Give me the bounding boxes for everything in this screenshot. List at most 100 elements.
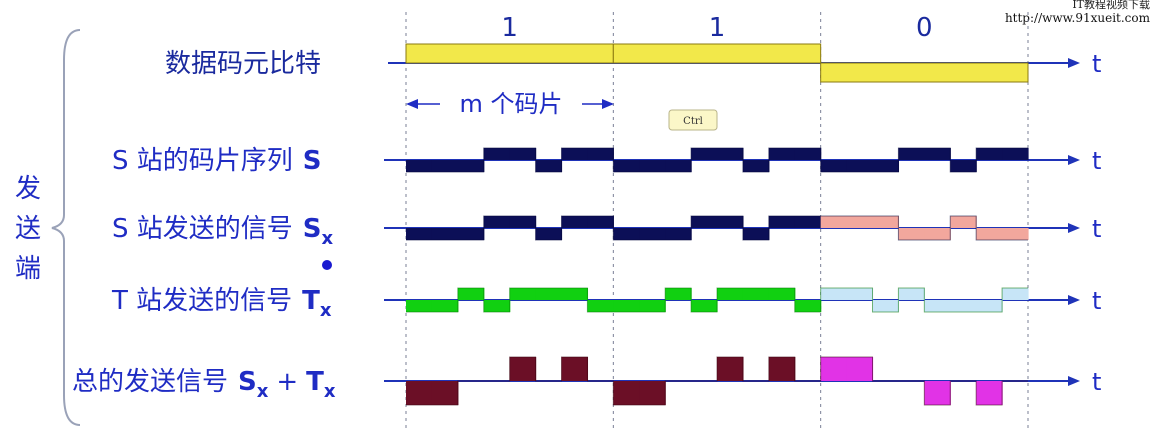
chip-s-seq-6 (535, 160, 563, 172)
chip-t-signal-4 (483, 300, 511, 312)
chip-s-seq-9 (613, 160, 640, 172)
chip-s-signal-13 (717, 216, 744, 228)
axis-t-label: t (1092, 368, 1101, 396)
row-symbol: T (302, 286, 320, 316)
row-symbol: S (303, 214, 322, 244)
row-label-sum-signal: 总的发送信号 Sx + Tx (72, 367, 336, 402)
chip-s-signal-23 (976, 228, 1003, 240)
axis-t-label: t (1092, 215, 1101, 243)
chip-t-signal-3 (457, 288, 485, 300)
row-symbol: S (238, 367, 257, 397)
chip-t-signal-24 (1002, 288, 1029, 300)
chip-s-seq-17 (820, 160, 848, 172)
row-plus: + (276, 367, 298, 397)
chip-sum-signal-7 (561, 357, 589, 381)
chip-s-seq-3 (457, 160, 485, 172)
chip-s-seq-20 (898, 148, 925, 160)
section-label-char-1: 发 (15, 174, 41, 204)
bit-value-2: 1 (709, 13, 726, 43)
chip-s-signal-2 (431, 228, 459, 240)
chip-s-signal-1 (406, 228, 433, 240)
row-label-text: 数据码元比特 (165, 49, 321, 79)
chip-s-signal-24 (1002, 228, 1029, 240)
row-label-data: 数据码元比特 (165, 49, 321, 79)
chip-t-signal-11 (665, 288, 692, 300)
chip-s-signal-5 (509, 216, 537, 228)
ctrl-badge-box (668, 109, 718, 131)
ctrl-badge-text: Ctrl (683, 116, 703, 127)
row-symbol-2: T (306, 367, 324, 397)
chip-s-seq-22 (950, 160, 977, 172)
bit-value-1: 1 (501, 13, 518, 43)
axis-t-label: t (1092, 50, 1101, 78)
chip-sum-signal-17 (820, 357, 848, 381)
chip-s-seq-7 (561, 148, 589, 160)
chip-sum-signal-13 (717, 357, 744, 381)
row-label-text: S 站发送的信号 (112, 214, 293, 244)
axis-t-label: t (1092, 287, 1101, 315)
waveform-outline-t-signal (406, 287, 1028, 313)
chip-s-signal-9 (613, 228, 640, 240)
chip-span-annotation: m 个码片 (406, 90, 614, 118)
chip-t-signal-20 (898, 288, 925, 300)
chip-s-seq-21 (924, 148, 951, 160)
chip-s-signal-14 (742, 228, 770, 240)
row-symbol: S (303, 146, 322, 176)
row-symbol-subscript: x (322, 228, 334, 249)
chip-s-seq-4 (483, 148, 511, 160)
chip-t-signal-1 (406, 300, 433, 312)
chip-s-signal-6 (535, 228, 563, 240)
pointer-dot (322, 260, 332, 270)
chip-s-signal-16 (794, 216, 822, 228)
chip-s-signal-8 (587, 216, 614, 228)
chip-s-signal-3 (457, 228, 485, 240)
watermark-url: http://www.91xueit.com (1005, 11, 1151, 25)
chip-s-seq-10 (639, 160, 666, 172)
chip-t-signal-6 (535, 288, 563, 300)
row-symbol-subscript: x (257, 381, 269, 402)
chip-s-signal-18 (846, 216, 874, 228)
chip-sum-signal-9 (613, 381, 640, 405)
chip-sum-signal-10 (639, 381, 666, 405)
chip-s-signal-10 (639, 228, 666, 240)
row-symbol-subscript: x (320, 300, 332, 321)
chip-t-signal-18 (846, 288, 874, 300)
chip-s-seq-19 (872, 160, 900, 172)
chip-s-seq-13 (717, 148, 744, 160)
data-bit-2 (612, 43, 822, 64)
row-label-t-signal: T 站发送的信号 Tx (111, 286, 332, 321)
chip-span-label: m 个码片 (459, 90, 562, 118)
chip-span-arrow-left (406, 99, 418, 109)
chip-s-seq-23 (976, 148, 1003, 160)
chip-s-signal-22 (950, 216, 977, 228)
chip-t-signal-22 (950, 300, 977, 312)
chip-s-seq-15 (768, 148, 796, 160)
chip-t-signal-7 (561, 288, 589, 300)
chip-t-signal-17 (820, 288, 848, 300)
row-label-text: S 站的码片序列 (112, 146, 293, 176)
data-bit-3 (820, 62, 1029, 83)
chip-s-seq-1 (406, 160, 433, 172)
chip-s-seq-12 (691, 148, 718, 160)
chip-t-signal-2 (431, 300, 459, 312)
row-sum-signal: 总的发送信号 Sx + Tx t (72, 356, 1101, 406)
section-label-char-3: 端 (15, 254, 41, 284)
axis-arrow-sum-signal (1068, 376, 1080, 386)
chip-s-seq-24 (1002, 148, 1029, 160)
chip-sum-signal-21 (924, 381, 951, 405)
chip-sum-signal-1 (406, 381, 433, 405)
chip-s-signal-12 (691, 216, 718, 228)
left-brace (51, 29, 81, 426)
row-s-signal: S 站发送的信号 Sx t (112, 214, 1101, 249)
data-bit-1 (405, 43, 614, 64)
chip-t-signal-5 (509, 288, 537, 300)
waveform-outline-s-seq (406, 147, 1028, 173)
chip-s-seq-5 (509, 148, 537, 160)
row-label-text: 总的发送信号 (72, 367, 228, 397)
chip-sum-signal-18 (846, 357, 874, 381)
chip-s-seq-18 (846, 160, 874, 172)
chip-s-signal-20 (898, 228, 925, 240)
chip-s-seq-16 (794, 148, 822, 160)
